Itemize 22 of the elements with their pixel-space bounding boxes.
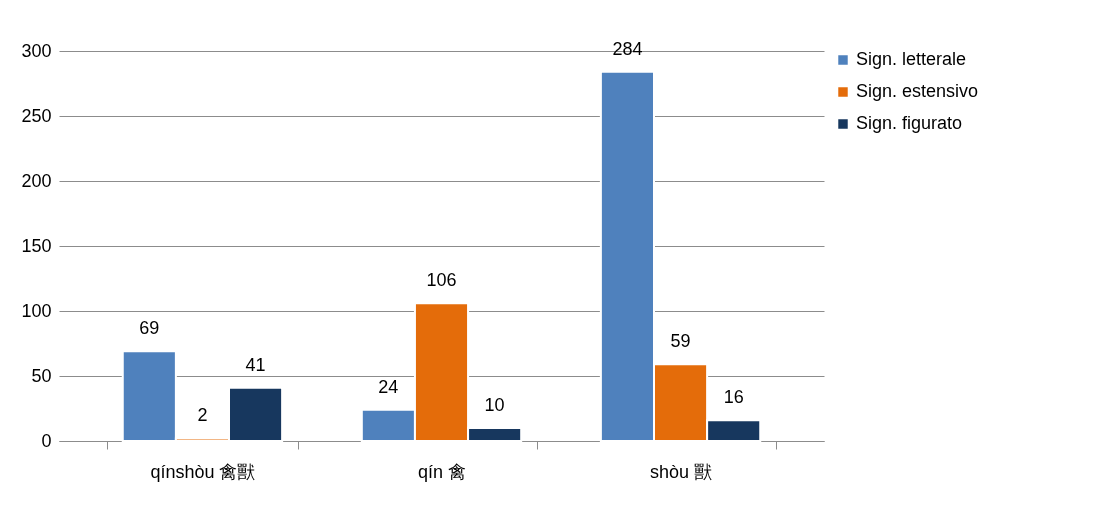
data-label: 10	[484, 395, 505, 415]
data-label: 59	[670, 331, 691, 352]
y-tick-label: 300	[21, 40, 52, 61]
x-tick-label: qín 禽	[417, 461, 467, 482]
legend-label: Sign. figurato	[856, 113, 963, 133]
data-label: 24	[378, 376, 399, 397]
y-tick-label: 100	[21, 300, 52, 321]
legend-label: Sign. estensivo	[856, 81, 979, 101]
y-tick-label: 50	[31, 365, 52, 386]
y-tick-label: 150	[21, 235, 52, 256]
y-tick-label: 250	[21, 105, 52, 126]
y-tick-label: 0	[41, 430, 52, 451]
legend-label: Sign. letterale	[856, 49, 967, 69]
data-label: 106	[426, 270, 457, 291]
x-tick-label: qínshòu 禽獸	[150, 461, 256, 482]
data-label: 2	[197, 405, 208, 426]
data-label: 41	[245, 354, 266, 375]
data-label: 16	[723, 387, 744, 408]
data-label: 284	[612, 38, 643, 59]
y-tick-label: 200	[21, 170, 52, 191]
x-tick-label: shòu 獸	[650, 461, 713, 482]
data-label: 69	[139, 318, 160, 339]
